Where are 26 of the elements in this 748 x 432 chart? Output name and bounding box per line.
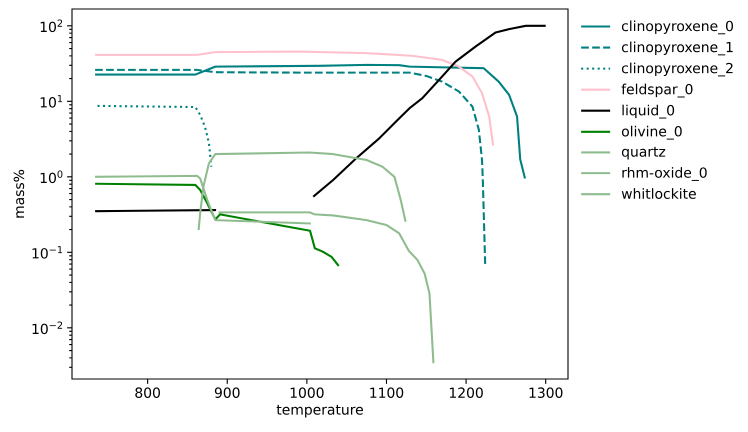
y-axis-title: mass%	[14, 170, 24, 218]
x-tick-label: 800	[135, 387, 160, 398]
line-series	[217, 211, 434, 364]
legend-label: olivine_0	[622, 126, 682, 140]
line-series	[96, 104, 212, 168]
y-tick-label: 10$^{−1}$	[32, 246, 62, 259]
legend-label: clinopyroxene_0	[622, 20, 734, 34]
x-tick-label: 1100	[370, 387, 404, 398]
y-tick-label: 10$^{−2}$	[32, 322, 62, 334]
y-tick-label: 10$^{1}$	[40, 95, 62, 108]
legend-label: clinopyroxene_2	[622, 62, 733, 76]
legend-label: quartz	[622, 146, 666, 160]
line-series	[94, 182, 340, 267]
legend-label: rhm-oxide_0	[622, 167, 707, 181]
x-axis-title: temperature	[276, 404, 363, 418]
legend-label: liquid_0	[622, 104, 674, 119]
y-tick-label: 10$^{0}$	[40, 170, 62, 184]
x-tick-label: 1300	[530, 387, 562, 398]
x-tick-label: 900	[214, 387, 240, 398]
legend-label: feldspar_0	[622, 84, 692, 98]
x-tick-label: 1200	[450, 387, 483, 398]
x-tick-label: 1000	[290, 387, 324, 398]
legend-label: whitlockite	[622, 188, 696, 199]
line-series	[94, 50, 494, 147]
legend-label: clinopyroxene_1	[622, 42, 733, 56]
y-tick-label: 10$^{2}$	[40, 20, 62, 32]
